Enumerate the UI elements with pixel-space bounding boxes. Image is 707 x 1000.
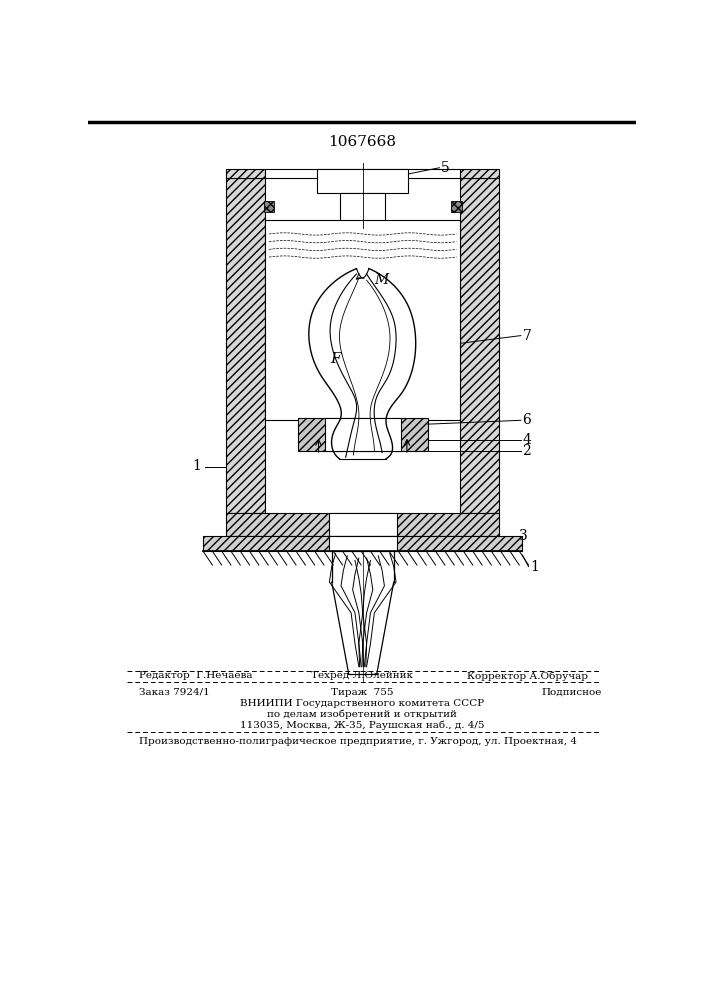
Text: 4: 4 [522, 433, 531, 447]
Text: Корректор А.Обручар: Корректор А.Обручар [467, 671, 588, 681]
Text: 7: 7 [522, 329, 531, 343]
Bar [317, 169, 409, 193]
Text: Производственно-полиграфическое предприятие, г. Ужгород, ул. Проектная, 4: Производственно-полиграфическое предприя… [139, 737, 577, 746]
Text: Заказ 7924/1: Заказ 7924/1 [139, 688, 209, 697]
Text: 5: 5 [441, 161, 450, 175]
Bar [329, 513, 397, 536]
Bar [460, 178, 499, 513]
Bar [226, 169, 265, 178]
Bar [226, 513, 499, 536]
Bar [451, 201, 462, 212]
Bar [265, 220, 460, 420]
Bar [264, 201, 274, 212]
Text: Тираж  755: Тираж 755 [331, 688, 393, 697]
Bar [203, 536, 522, 551]
Text: 2: 2 [522, 444, 531, 458]
Text: 1067668: 1067668 [328, 135, 396, 149]
Text: 1: 1 [530, 560, 539, 574]
Text: F: F [330, 352, 341, 366]
Text: по делам изобретений и открытий: по делам изобретений и открытий [267, 710, 457, 719]
Text: Подписное: Подписное [542, 688, 602, 697]
Text: Редактор  Г.Нечаева: Редактор Г.Нечаева [139, 671, 252, 680]
Text: 113035, Москва, Ж-35, Раушская наб., д. 4/5: 113035, Москва, Ж-35, Раушская наб., д. … [240, 720, 484, 730]
Bar [298, 418, 428, 451]
Bar [226, 178, 265, 513]
Bar [340, 193, 385, 228]
Bar [329, 536, 397, 551]
Text: M: M [374, 273, 389, 287]
Bar [325, 418, 401, 451]
Text: Техред Л.Олейник: Техред Л.Олейник [311, 671, 413, 680]
Text: ВНИИПИ Государственного комитета СССР: ВНИИПИ Государственного комитета СССР [240, 699, 484, 708]
Bar [460, 169, 499, 178]
Text: 3: 3 [518, 529, 527, 543]
Text: 6: 6 [522, 413, 531, 427]
Text: 1: 1 [192, 460, 201, 474]
Bar [265, 169, 460, 178]
